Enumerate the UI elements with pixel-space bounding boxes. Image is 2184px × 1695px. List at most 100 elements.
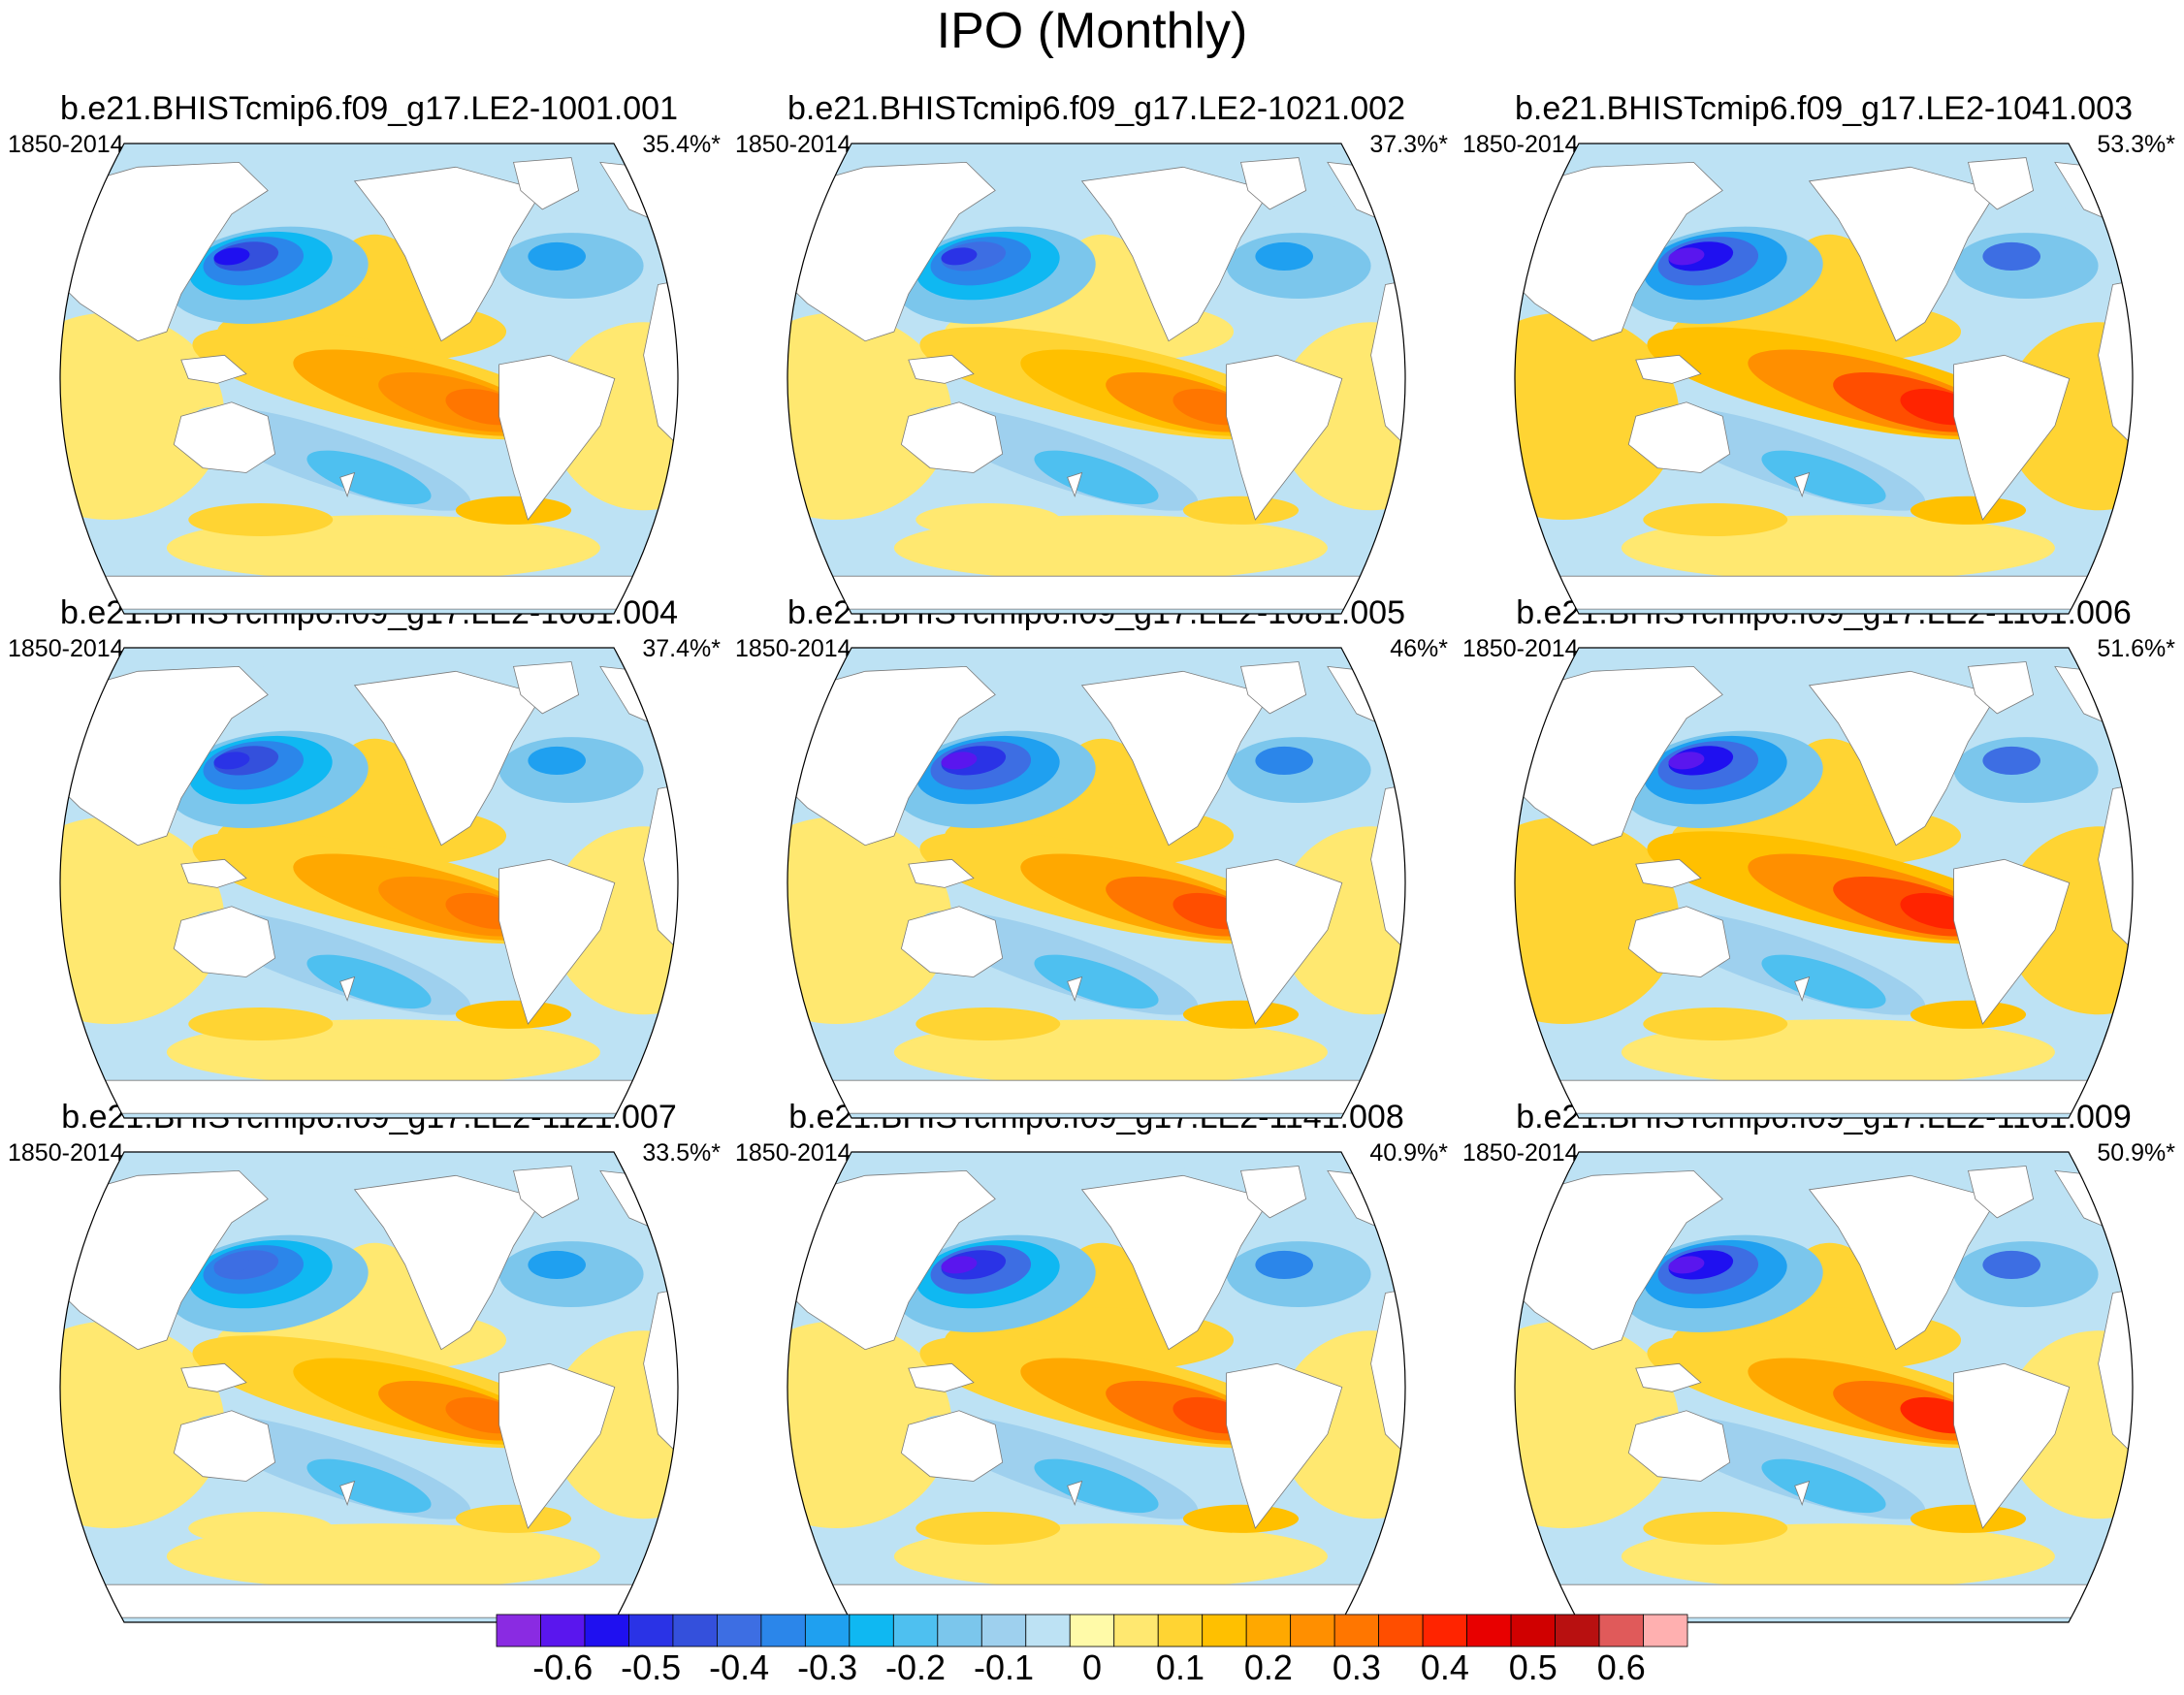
colorbar-box bbox=[1333, 1614, 1380, 1647]
colorbar-box bbox=[849, 1614, 894, 1647]
colorbar-box bbox=[540, 1614, 586, 1647]
land-mass bbox=[787, 1583, 1405, 1618]
land-mass bbox=[353, 1174, 543, 1351]
map-panel bbox=[1515, 144, 2133, 614]
colorbar-box bbox=[1466, 1614, 1512, 1647]
contour-region bbox=[1982, 241, 2040, 271]
contour-region bbox=[1034, 450, 1159, 505]
land-mass bbox=[1635, 858, 1702, 888]
colorbar-box bbox=[584, 1614, 629, 1647]
land-mass bbox=[173, 906, 276, 977]
contour-region bbox=[1643, 1007, 1788, 1040]
land-mass bbox=[900, 401, 1004, 473]
colorbar-label: -0.2 bbox=[885, 1647, 947, 1687]
panel-period: 1850-2014 bbox=[8, 635, 124, 662]
land-mass bbox=[498, 354, 616, 521]
colorbar-label: 0.4 bbox=[1420, 1647, 1469, 1687]
land-mass bbox=[353, 670, 543, 847]
land-mass bbox=[643, 779, 678, 959]
panel-variance: 35.4%* bbox=[642, 131, 721, 158]
contour-region bbox=[1982, 746, 2040, 775]
land-mass bbox=[1515, 1079, 2133, 1114]
land-mass bbox=[1635, 354, 1702, 384]
land-mass bbox=[1967, 1166, 2035, 1219]
colorbar-box bbox=[496, 1614, 541, 1647]
land-mass bbox=[1794, 1480, 1811, 1507]
land-mass bbox=[787, 1079, 1405, 1114]
contour-region bbox=[1255, 241, 1313, 271]
contour-region bbox=[1643, 1512, 1788, 1545]
land-mass bbox=[339, 1480, 356, 1507]
panel-variance: 46%* bbox=[1390, 635, 1448, 662]
panel-variance: 53.3%* bbox=[2097, 131, 2175, 158]
panel-period: 1850-2014 bbox=[735, 1139, 851, 1167]
colorbar-box bbox=[1290, 1614, 1335, 1647]
colorbar-label: 0 bbox=[1081, 1647, 1103, 1687]
map-panel bbox=[787, 144, 1405, 614]
panel-period: 1850-2014 bbox=[1462, 1139, 1579, 1167]
land-mass bbox=[339, 975, 356, 1003]
contour-region bbox=[213, 247, 250, 266]
land-mass bbox=[1226, 354, 1343, 521]
contour-region bbox=[1668, 247, 1705, 266]
contour-region bbox=[2004, 826, 2133, 1015]
contour-region bbox=[528, 241, 586, 271]
land-mass bbox=[787, 575, 1405, 610]
contour-region bbox=[1761, 450, 1886, 505]
contour-region bbox=[1182, 496, 1300, 525]
land-mass bbox=[643, 274, 678, 455]
land-mass bbox=[498, 858, 616, 1025]
colorbar-box bbox=[628, 1614, 674, 1647]
contour-region bbox=[306, 1458, 432, 1514]
contour-region bbox=[787, 312, 952, 520]
contour-region bbox=[1515, 312, 1680, 520]
map-outline bbox=[787, 143, 1406, 615]
land-mass bbox=[1627, 401, 1731, 473]
land-mass bbox=[1239, 157, 1307, 210]
contour-region bbox=[1276, 322, 1405, 511]
contour-region bbox=[1668, 1256, 1705, 1274]
contour-region bbox=[60, 312, 225, 520]
contour-region bbox=[1255, 746, 1313, 775]
contour-region bbox=[455, 1504, 572, 1533]
land-mass bbox=[180, 858, 247, 888]
contour-region bbox=[1982, 1250, 2040, 1279]
contour-region bbox=[306, 450, 432, 505]
land-mass bbox=[1239, 661, 1307, 715]
contour-region bbox=[188, 503, 334, 536]
colorbar-label: 0.2 bbox=[1243, 1647, 1293, 1687]
colorbar-label: -0.1 bbox=[974, 1647, 1035, 1687]
contour-region bbox=[1643, 503, 1788, 536]
land-mass bbox=[1080, 670, 1270, 847]
land-mass bbox=[1226, 858, 1343, 1025]
land-mass bbox=[512, 1166, 580, 1219]
contour-region bbox=[1515, 816, 1680, 1024]
land-mass bbox=[1967, 661, 2035, 715]
land-mass bbox=[180, 354, 247, 384]
land-mass bbox=[908, 1362, 975, 1392]
panel-variance: 37.3%* bbox=[1369, 131, 1448, 158]
contour-region bbox=[915, 1512, 1061, 1545]
land-mass bbox=[1794, 471, 1811, 498]
contour-region bbox=[1910, 1504, 2027, 1533]
map-panel bbox=[60, 144, 678, 614]
colorbar-box bbox=[1510, 1614, 1556, 1647]
colorbar-label: 0.5 bbox=[1508, 1647, 1558, 1687]
land-mass bbox=[908, 354, 975, 384]
contour-region bbox=[1761, 1458, 1886, 1514]
panel-period: 1850-2014 bbox=[735, 131, 851, 158]
contour-region bbox=[549, 322, 678, 511]
contour-region bbox=[188, 1007, 334, 1040]
contour-region bbox=[1668, 752, 1705, 770]
colorbar-box bbox=[804, 1614, 851, 1647]
land-mass bbox=[1239, 1166, 1307, 1219]
land-mass bbox=[1067, 975, 1083, 1003]
land-mass bbox=[180, 1362, 247, 1392]
map-outline bbox=[787, 647, 1406, 1119]
colorbar-box bbox=[1643, 1614, 1688, 1647]
panel-title: b.e21.BHISTcmip6.f09_g17.LE2-1001.001 bbox=[59, 90, 678, 127]
panel-variance: 37.4%* bbox=[642, 635, 721, 662]
land-mass bbox=[60, 1583, 678, 1618]
land-mass bbox=[908, 858, 975, 888]
contour-region bbox=[528, 746, 586, 775]
